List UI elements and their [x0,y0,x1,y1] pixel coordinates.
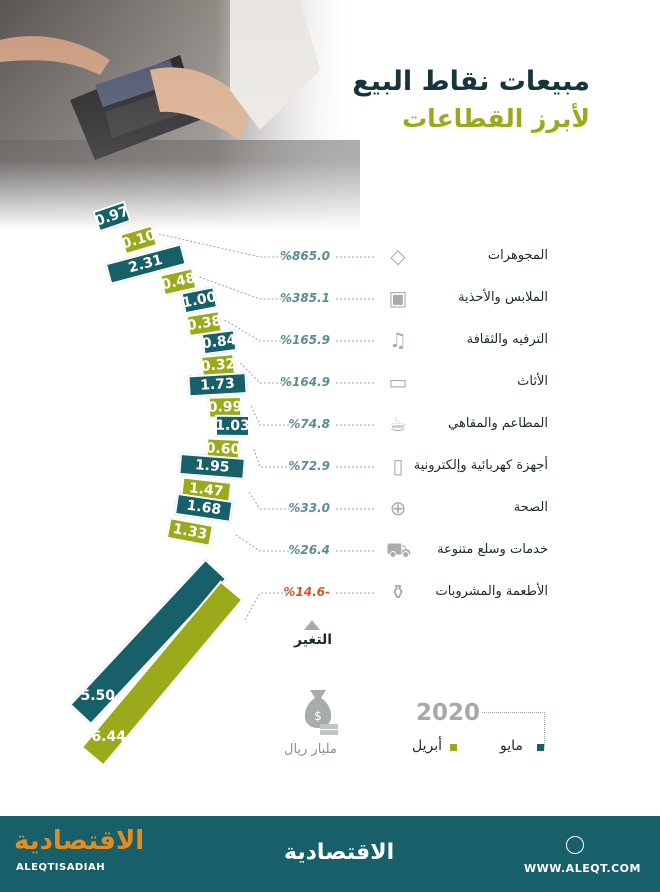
leader-line [239,362,290,384]
legend-swatch-april [450,744,457,751]
diamond-icon: ◇ [390,244,406,268]
phone-tablet-icon: ▯ [392,454,404,478]
unit-label: مليار ريال [284,742,337,757]
change-percent: %165.9 [280,333,330,347]
grocery-bottles-icon: ⚱ [389,580,407,604]
shopping-cart-icon: ⛟ [386,538,412,562]
footer-bar [0,816,660,892]
leader-line [250,405,290,426]
change-percent: %74.8 [288,417,330,431]
money-bag-icon: $ [304,690,338,735]
change-percent: %26.4 [288,543,330,557]
sector-label: الترفيه والثقافة [466,332,548,347]
legend-april: أبريل [412,738,443,754]
sector-label: الأطعمة والمشروبات [435,584,549,599]
sector-label: الملابس والأحذية [458,290,548,305]
globe-icon [566,836,584,854]
sector-label: الأثاث [517,374,548,389]
svg-text:$: $ [314,709,322,723]
music-note-icon: ♫ [389,328,407,352]
sofa-icon: ▭ [388,370,408,394]
header-photo [0,0,360,230]
change-percent: %33.0 [288,501,330,515]
leader-line [244,592,290,621]
change-percent: %14.6- [283,585,330,599]
coffee-cup-icon: ☕ [389,412,407,436]
footer-website[interactable]: WWW.ALEQT.COM [524,862,641,875]
chart-title: مبيعات نقاط البيع [352,66,590,97]
leader-line [224,319,290,342]
change-label: التغير [294,632,333,648]
sector-label: الصحة [513,500,548,515]
leader-line [248,491,290,510]
footer-center-logo: الاقتصادية [284,840,395,865]
leader-line [199,276,290,300]
change-percent: %385.1 [280,291,330,305]
chart-subtitle: لأبرز القطاعات [402,104,590,133]
change-percent: %72.9 [288,459,330,473]
medical-kit-icon: ⊕ [389,496,407,520]
footer-logo-ar: الاقتصادية [14,826,145,856]
footer-logo-en: ALEQTISADIAH [16,862,106,873]
legend-may: مايو [500,738,523,754]
sector-label: أجهزة كهربائية وإلكترونية [413,458,548,473]
sector-label: المجوهرات [487,248,548,263]
sector-label: المطاعم والمقاهي [448,416,548,431]
legend-bracket [482,712,545,749]
triangle-up-icon [304,620,320,630]
legend-year: 2020 [416,700,481,726]
payment-terminal-photo [0,0,360,230]
change-percent: %865.0 [280,249,330,263]
change-percent: %164.9 [280,375,330,389]
sector-label: خدمات وسلع متنوعة [437,542,548,557]
clothes-icon: ▣ [388,286,408,310]
leader-line [253,448,290,468]
legend-swatch-may [537,744,544,751]
leader-line [235,534,290,552]
leader-line [158,233,290,258]
